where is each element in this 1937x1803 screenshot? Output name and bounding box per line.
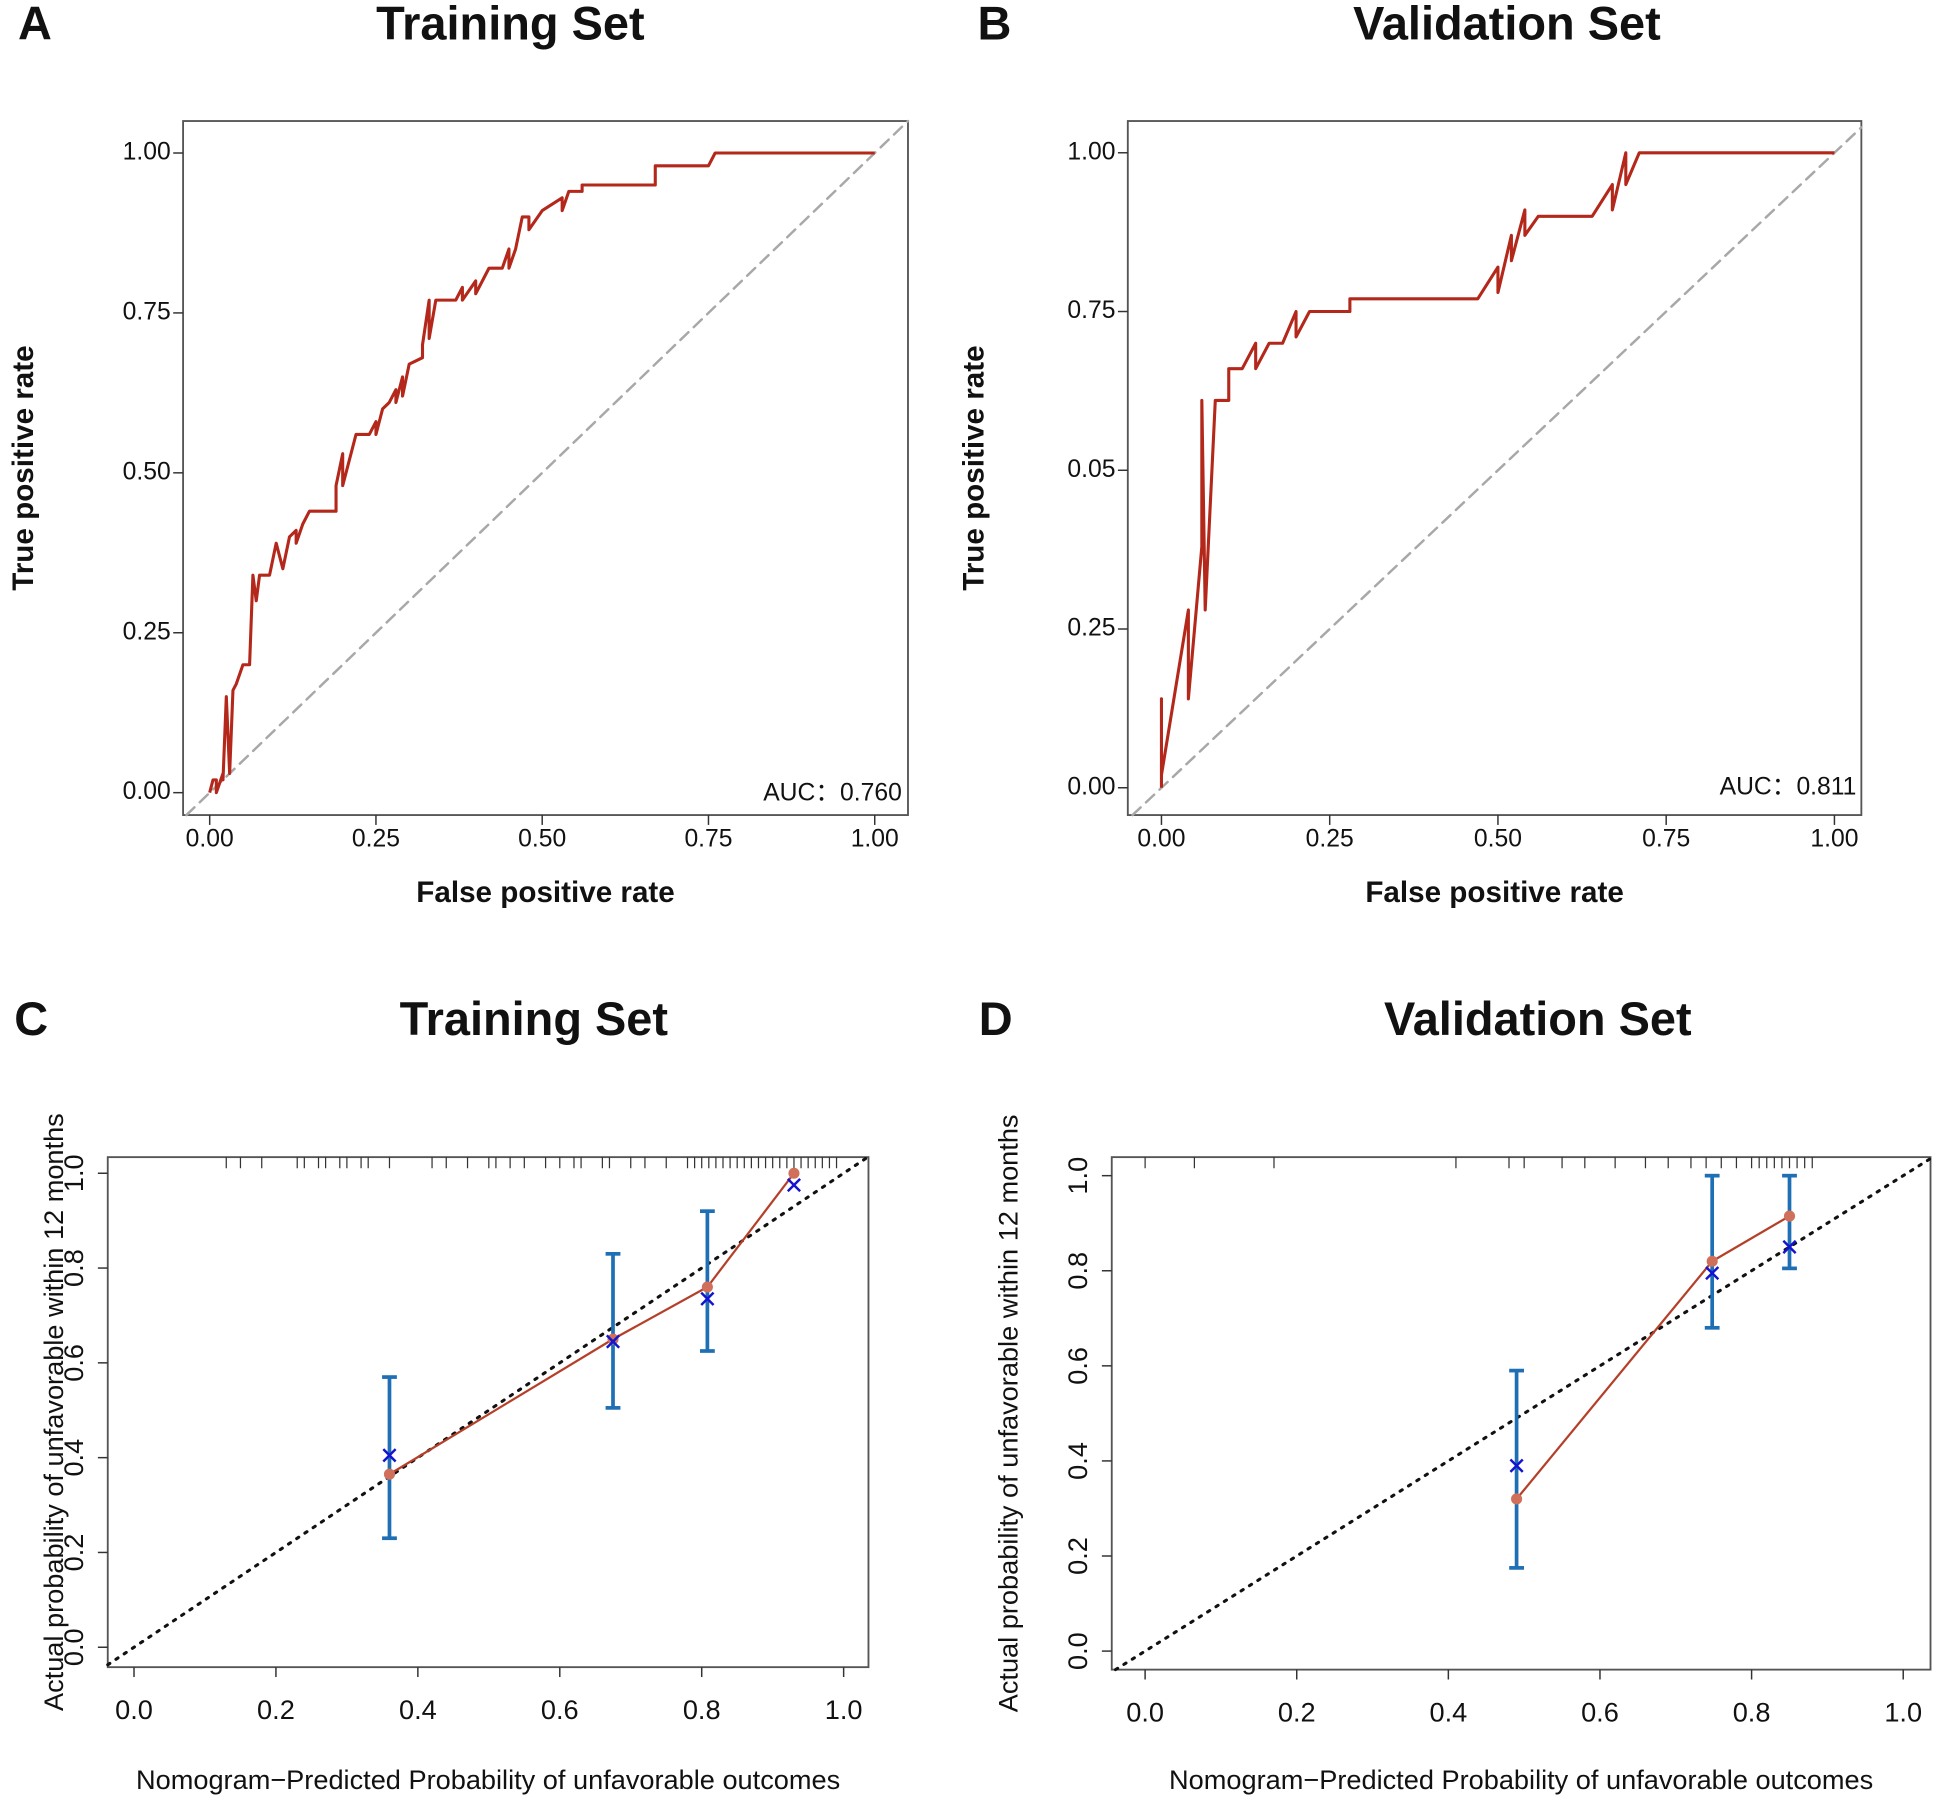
chart-title: Validation Set xyxy=(1384,993,1692,1045)
apparent-point xyxy=(788,1167,800,1179)
x-tick-label: 1.0 xyxy=(1884,1696,1922,1727)
y-tick-label: 1.0 xyxy=(1062,1157,1093,1195)
panel-label: D xyxy=(979,993,1013,1045)
x-tick-label: 0.4 xyxy=(399,1694,437,1725)
corrected-point xyxy=(1782,1239,1797,1255)
y-tick-label: 0.4 xyxy=(58,1439,89,1477)
y-axis-label: Actual probability of unfavorable within… xyxy=(38,1113,69,1711)
corrected-point xyxy=(1509,1458,1524,1473)
x-tick-label: 0.6 xyxy=(1581,1696,1619,1727)
reference-line xyxy=(1131,126,1863,817)
y-tick-label: 0.0 xyxy=(1062,1632,1093,1670)
corrected-point xyxy=(382,1448,397,1463)
y-tick-label: 0.75 xyxy=(1067,297,1115,324)
chart-title: Training Set xyxy=(376,0,645,50)
x-tick-label: 0.50 xyxy=(1474,825,1522,852)
y-tick-label: 0.6 xyxy=(58,1344,89,1382)
x-tick-label: 0.00 xyxy=(1137,825,1185,852)
y-tick-label: 0.75 xyxy=(123,298,171,325)
panel-label: B xyxy=(977,0,1011,50)
x-tick-label: 0.4 xyxy=(1429,1696,1467,1727)
y-tick-label: 0.00 xyxy=(123,778,171,805)
corrected-point xyxy=(1705,1266,1720,1281)
x-tick-label: 1.00 xyxy=(1810,825,1858,852)
plot-frame xyxy=(1110,1156,1932,1671)
x-tick-label: 0.75 xyxy=(684,825,732,852)
x-tick-label: 0.00 xyxy=(186,825,234,852)
corrected-point xyxy=(605,1334,621,1349)
plot-frame xyxy=(106,1156,870,1669)
x-tick-label: 0.2 xyxy=(257,1694,295,1725)
x-tick-label: 0.2 xyxy=(1278,1696,1316,1727)
panel-label: A xyxy=(18,0,52,50)
x-axis-label: Nomogram−Predicted Probability of unfavo… xyxy=(1169,1764,1873,1795)
x-axis-label: Nomogram−Predicted Probability of unfavo… xyxy=(136,1764,840,1795)
apparent-point xyxy=(383,1468,396,1480)
y-tick-label: 0.05 xyxy=(1067,456,1115,483)
y-tick-label: 0.4 xyxy=(1062,1442,1093,1480)
y-tick-label: 1.0 xyxy=(58,1154,89,1192)
plot-frame xyxy=(1126,120,1863,816)
x-tick-label: 1.00 xyxy=(851,825,899,852)
y-tick-label: 0.2 xyxy=(58,1534,89,1572)
y-tick-label: 0.0 xyxy=(58,1628,89,1666)
apparent-point xyxy=(1511,1493,1523,1505)
y-axis-label: Actual probability of unfavorable within… xyxy=(993,1114,1024,1712)
x-tick-label: 0.75 xyxy=(1642,825,1690,852)
x-tick-label: 0.8 xyxy=(1733,1696,1771,1727)
x-axis-label: False positive rate xyxy=(416,876,675,909)
y-tick-label: 1.00 xyxy=(1067,138,1115,165)
x-tick-label: 0.25 xyxy=(352,825,400,852)
x-tick-label: 1.0 xyxy=(825,1694,863,1725)
reference-line xyxy=(185,119,910,817)
x-tick-label: 0.0 xyxy=(115,1694,153,1725)
y-tick-label: 0.00 xyxy=(1067,773,1115,800)
auc-annotation: AUC：0.760 xyxy=(763,780,902,807)
x-tick-label: 0.25 xyxy=(1306,825,1354,852)
chart-title: Training Set xyxy=(400,993,669,1045)
reference-line xyxy=(1113,1157,1933,1672)
corrected-point xyxy=(786,1178,802,1193)
chart-title: Validation Set xyxy=(1353,0,1661,50)
auc-annotation: AUC：0.811 xyxy=(1720,773,1857,800)
reference-line xyxy=(106,1155,870,1667)
plot-frame xyxy=(182,120,909,816)
x-tick-label: 0.0 xyxy=(1126,1696,1164,1727)
corrected-point xyxy=(700,1291,715,1306)
y-axis-label: True positive rate xyxy=(7,345,40,590)
apparent-point xyxy=(1706,1255,1718,1267)
apparent-line xyxy=(1515,1215,1791,1500)
x-tick-label: 0.50 xyxy=(518,825,566,852)
apparent-point xyxy=(1783,1210,1796,1222)
y-tick-label: 0.50 xyxy=(123,458,171,485)
apparent-point xyxy=(701,1281,713,1293)
apparent-point xyxy=(607,1333,619,1345)
x-tick-label: 0.6 xyxy=(541,1694,579,1725)
x-axis-label: False positive rate xyxy=(1365,876,1624,909)
apparent-line xyxy=(388,1172,795,1476)
y-tick-label: 1.00 xyxy=(123,139,171,166)
y-axis-label: True positive rate xyxy=(958,345,991,590)
roc-curve xyxy=(208,151,875,795)
y-tick-label: 0.2 xyxy=(1062,1537,1093,1575)
y-tick-label: 0.8 xyxy=(58,1249,89,1287)
y-tick-label: 0.6 xyxy=(1062,1347,1093,1385)
panel-label: C xyxy=(14,993,48,1045)
y-tick-label: 0.25 xyxy=(1067,615,1115,642)
y-tick-label: 0.8 xyxy=(1062,1252,1093,1290)
x-tick-label: 0.8 xyxy=(683,1694,721,1725)
y-tick-label: 0.25 xyxy=(123,618,171,645)
roc-curve xyxy=(1159,151,1835,788)
